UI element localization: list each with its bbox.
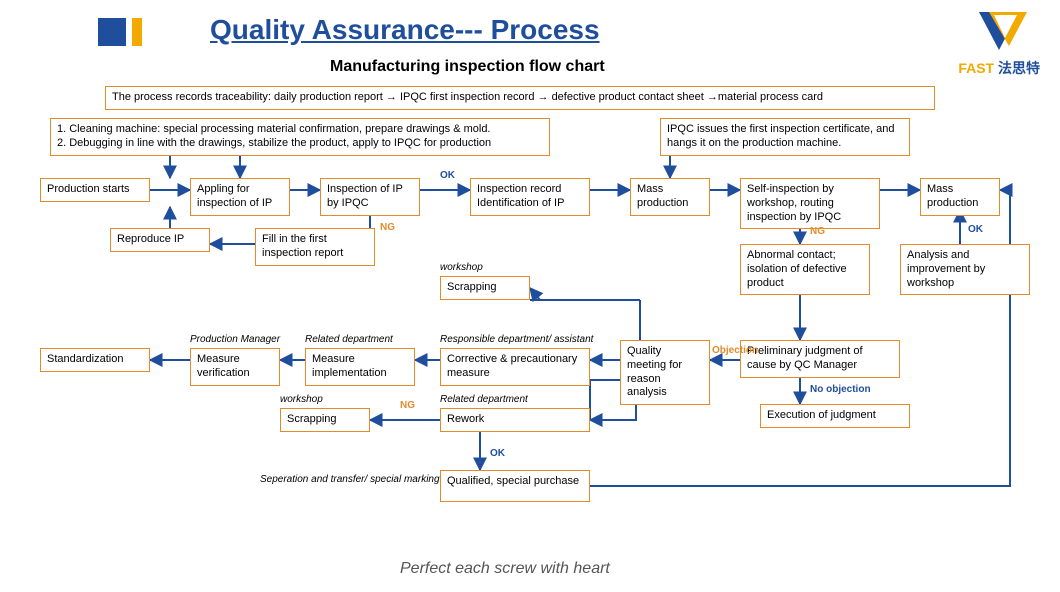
edge-label-17: No objection: [810, 384, 871, 395]
node-start: Production starts: [40, 178, 150, 202]
node-rework: Rework: [440, 408, 590, 432]
role-qualified: Seperation and transfer/ special marking: [260, 474, 440, 485]
role-verify: Production Manager: [190, 334, 280, 345]
title-accent-bar: [132, 18, 142, 46]
title-square: [98, 18, 126, 46]
node-clean: 1. Cleaning machine: special processing …: [50, 118, 550, 156]
role-corrective: Responsible department/ assistant: [440, 334, 593, 345]
tagline: Perfect each screw with heart: [400, 560, 610, 578]
node-reproduce: Reproduce IP: [110, 228, 210, 252]
node-prelim: Preliminary judgment of cause by QC Mana…: [740, 340, 900, 378]
node-trace: The process records traceability: daily …: [105, 86, 935, 110]
edge-28: [590, 190, 1010, 486]
page-title: Quality Assurance--- Process: [210, 14, 600, 46]
logo-brand: FAST: [958, 60, 994, 76]
node-selfinsp: Self-inspection by workshop, routing ins…: [740, 178, 880, 229]
brand-logo: FAST 法思特: [958, 12, 1040, 78]
node-corrective: Corrective & precautionary measure: [440, 348, 590, 386]
node-impl: Measure implementation: [305, 348, 415, 386]
edge-label-27: OK: [490, 448, 505, 459]
subtitle: Manufacturing inspection flow chart: [330, 58, 605, 76]
edge-22: [530, 288, 540, 300]
role-impl: Related department: [305, 334, 393, 345]
node-abnormal: Abnormal contact; isolation of defective…: [740, 244, 870, 295]
node-fillreport: Fill in the first inspection report: [255, 228, 375, 266]
role-scrap2: workshop: [280, 394, 323, 405]
edge-label-16: Objection: [712, 345, 758, 356]
edge-19: [590, 380, 620, 420]
node-mass2: Mass production: [920, 178, 1000, 216]
node-analysis: Analysis and improvement by workshop: [900, 244, 1030, 295]
edge-label-14: OK: [968, 224, 983, 235]
node-scrap2: Scrapping: [280, 408, 370, 432]
node-verify: Measure verification: [190, 348, 280, 386]
edge-label-10: NG: [380, 222, 395, 233]
node-ipqc_issue: IPQC issues the first inspection certifi…: [660, 118, 910, 156]
node-scrap1: Scrapping: [440, 276, 530, 300]
edge-label-13: NG: [810, 226, 825, 237]
logo-mark: [958, 12, 1040, 60]
flowchart-stage: { "type": "flowchart", "canvas": {"w":10…: [0, 0, 1060, 592]
node-meeting: Quality meeting for reason analysis: [620, 340, 710, 405]
node-exec: Execution of judgment: [760, 404, 910, 428]
node-record: Inspection record Identification of IP: [470, 178, 590, 216]
node-std: Standardization: [40, 348, 150, 372]
edge-label-26: NG: [400, 400, 415, 411]
role-scrap1: workshop: [440, 262, 483, 273]
node-insp: Inspection of IP by IPQC: [320, 178, 420, 216]
node-qualified: Qualified, special purchase: [440, 470, 590, 502]
role-rework: Related department: [440, 394, 528, 405]
node-mass1: Mass production: [630, 178, 710, 216]
node-apply: Appling for inspection of IP: [190, 178, 290, 216]
edge-label-2: OK: [440, 170, 455, 181]
logo-cn: 法思特: [998, 60, 1040, 76]
